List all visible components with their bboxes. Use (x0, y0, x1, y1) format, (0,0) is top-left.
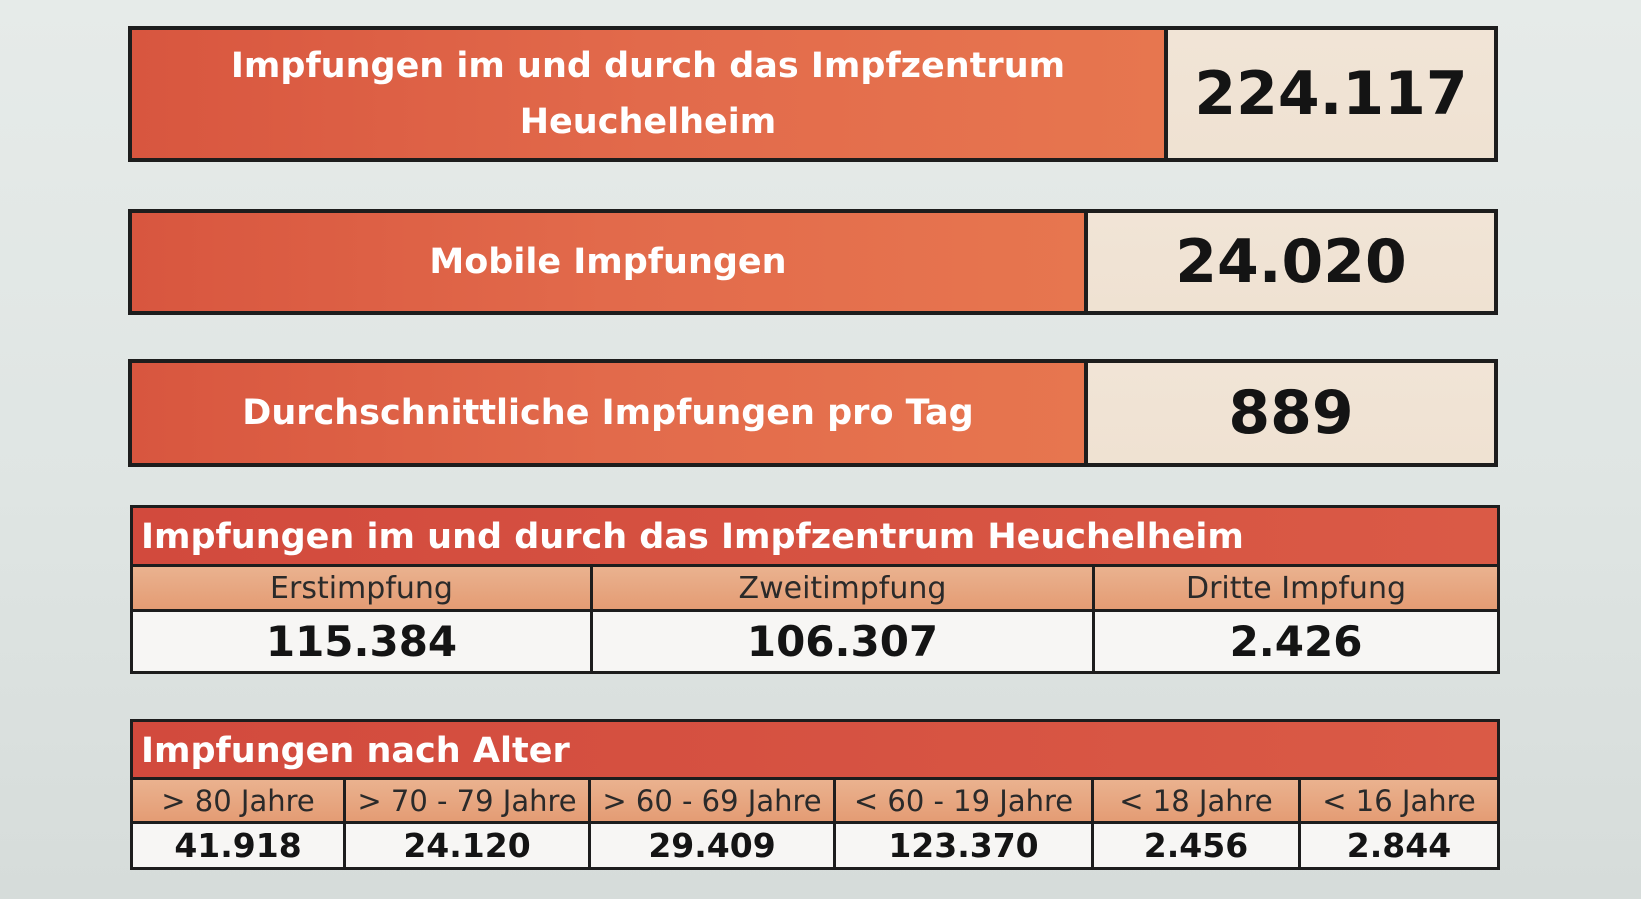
age-header-cell: < 60 - 19 Jahre (833, 777, 1091, 821)
dose-header-cell: Dritte Impfung (1092, 564, 1497, 609)
age-value-cell: 29.409 (588, 821, 833, 867)
dose-table-title: Impfungen im und durch das Impfzentrum H… (133, 508, 1497, 564)
age-value-cell: 2.456 (1091, 821, 1298, 867)
stat-mobile-vaccinations: Mobile Impfungen 24.020 (128, 209, 1498, 315)
stat-average-per-day: Durchschnittliche Impfungen pro Tag 889 (128, 359, 1498, 467)
dose-header-cell: Erstimpfung (133, 564, 590, 609)
stat-value: 889 (1088, 363, 1494, 463)
age-header-cell: < 16 Jahre (1298, 777, 1497, 821)
dose-header-cell: Zweitimpfung (590, 564, 1092, 609)
age-header-cell: < 18 Jahre (1091, 777, 1298, 821)
age-value-cell: 24.120 (343, 821, 588, 867)
dose-value-cell: 106.307 (590, 609, 1092, 671)
dose-value-cell: 115.384 (133, 609, 590, 671)
age-value-cell: 123.370 (833, 821, 1091, 867)
age-value-cell: 2.844 (1298, 821, 1497, 867)
age-value-cell: 41.918 (133, 821, 343, 867)
dose-table-header-row: Erstimpfung Zweitimpfung Dritte Impfung (133, 564, 1497, 609)
dose-table: Impfungen im und durch das Impfzentrum H… (130, 505, 1500, 674)
dose-table-value-row: 115.384 106.307 2.426 (133, 609, 1497, 671)
stat-value: 224.117 (1168, 30, 1494, 158)
age-table-title: Impfungen nach Alter (133, 722, 1497, 777)
age-header-cell: > 60 - 69 Jahre (588, 777, 833, 821)
age-header-cell: > 70 - 79 Jahre (343, 777, 588, 821)
stat-label: Durchschnittliche Impfungen pro Tag (132, 363, 1084, 463)
age-table-value-row: 41.918 24.120 29.409 123.370 2.456 2.844 (133, 821, 1497, 867)
age-table: Impfungen nach Alter > 80 Jahre > 70 - 7… (130, 719, 1500, 870)
stat-label: Impfungen im und durch das Impfzentrum H… (132, 30, 1164, 158)
age-header-cell: > 80 Jahre (133, 777, 343, 821)
stat-total-vaccinations: Impfungen im und durch das Impfzentrum H… (128, 26, 1498, 162)
age-table-header-row: > 80 Jahre > 70 - 79 Jahre > 60 - 69 Jah… (133, 777, 1497, 821)
stat-value: 24.020 (1088, 213, 1494, 311)
dose-value-cell: 2.426 (1092, 609, 1497, 671)
stat-label: Mobile Impfungen (132, 213, 1084, 311)
